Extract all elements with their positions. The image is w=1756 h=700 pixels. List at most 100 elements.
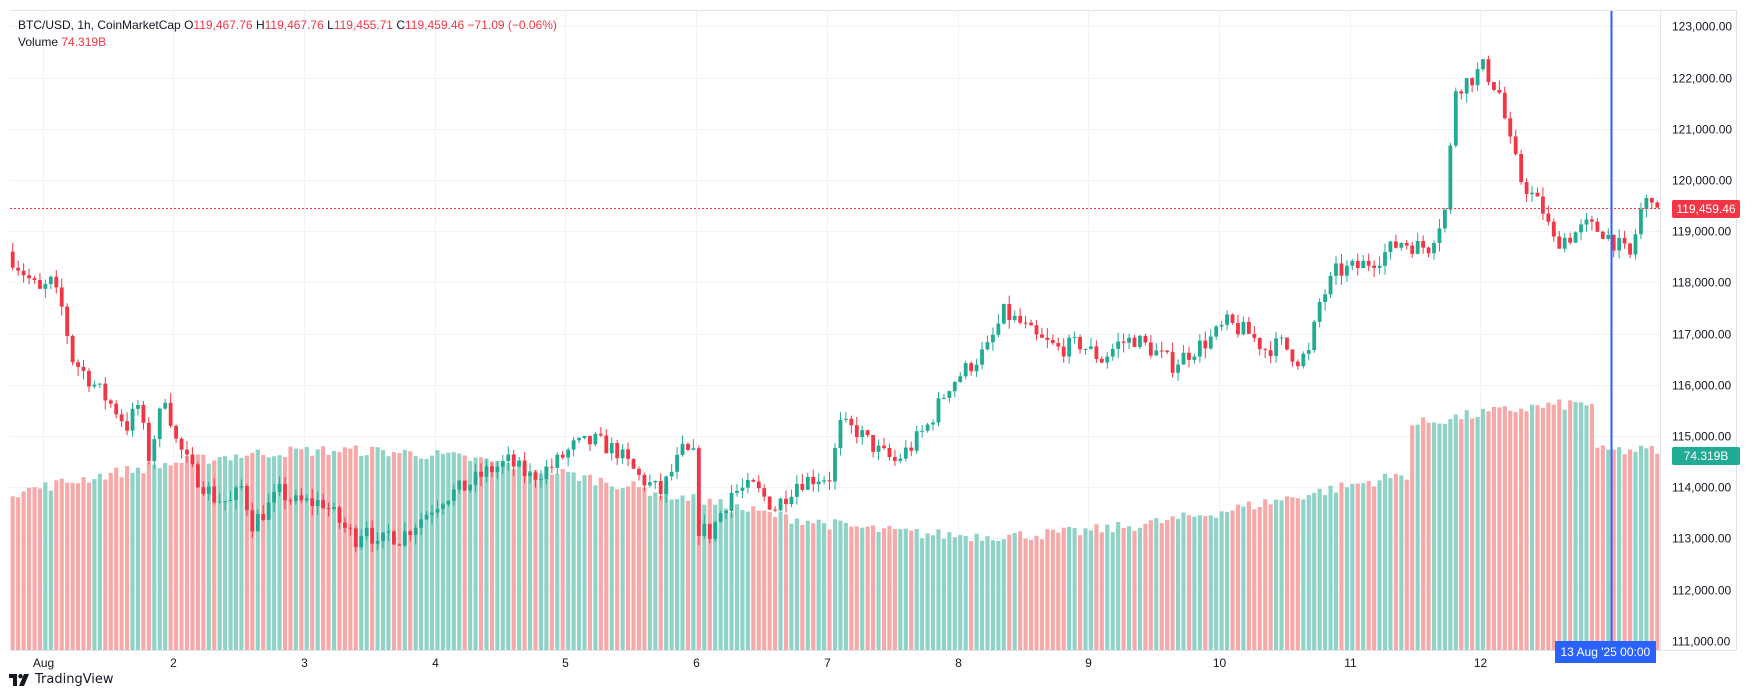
volume-bar [783,514,789,650]
volume-bar [1644,448,1649,650]
volume-bar [277,455,282,650]
candle-body [1600,231,1605,239]
volume-bar [1077,535,1083,650]
candle-body [348,527,353,529]
volume-bar [386,456,391,650]
candle-body [272,492,277,503]
volume-bar [1018,531,1023,650]
candle-body [1421,240,1426,248]
volume-bar [751,506,756,650]
volume-bar [1137,527,1143,650]
volume-bar [1110,532,1115,650]
volume-bar [827,529,832,650]
volume-bar [130,472,135,650]
candle-body [206,486,211,494]
price-tick-label: 121,000.00 [1672,123,1732,137]
candle-body [1383,252,1387,266]
candle-body [1415,240,1420,254]
volume-bar [293,448,298,650]
volume-bar [402,449,407,650]
candle-body [1551,221,1556,237]
volume-bar [642,487,647,650]
volume-bar [560,468,565,650]
candle-body [1328,275,1333,295]
candle-body [724,510,728,514]
candle-body [669,471,674,477]
volume-bar [533,469,538,650]
volume-bar [108,472,113,650]
volume-bar [1551,404,1556,650]
volume-bar [212,460,217,650]
candle-body [974,364,979,372]
volume-bar [424,458,429,650]
candle-body [1050,340,1055,344]
volume-bar [21,491,26,650]
candle-body [849,418,854,426]
candle-body [1268,350,1273,357]
volume-bar [97,473,102,650]
volume-bar [952,537,957,650]
volume-bar [310,455,315,650]
candle-body [903,447,908,459]
volume-bar [397,452,402,650]
candle-body [190,454,195,465]
candle-body [163,402,168,409]
volume-bar [1399,475,1404,650]
candle-body [48,276,53,285]
candle-body [539,479,543,481]
candle-body [255,513,260,532]
candle-body [1350,261,1355,266]
volume-bar [925,533,930,650]
candle-body [195,464,200,488]
volume-bar [1464,410,1469,650]
volume-label[interactable]: Volume [18,35,59,49]
candle-body [767,496,772,510]
candle-body [1492,82,1496,90]
candle-body [430,512,434,515]
candle-body [87,370,91,387]
candle-body [1366,260,1371,266]
volume-bar [1197,515,1202,650]
candle-body [168,402,173,426]
volume-bar [435,450,440,650]
candle-body [735,490,739,493]
price-axis[interactable]: 123,000.00 122,000.00 121,000.00 120,000.00… [1672,20,1732,649]
volume-bar [527,470,533,650]
volume-bar [244,455,249,650]
volume-bar [517,461,522,650]
candle-body [370,527,375,544]
price-tick-label: 117,000.00 [1672,328,1731,342]
candle-body [419,519,424,528]
volume-bar [10,496,15,650]
candle-body [1040,334,1044,338]
high-value: 119,467.76 [264,18,324,32]
candle-body [637,468,641,475]
volume-bar [1655,453,1660,650]
volume-bar [1246,501,1251,650]
candle-body [1437,228,1442,243]
volume-bar [457,453,462,650]
time-tick-label: 5 [562,656,569,670]
candle-body [1018,315,1023,323]
candle-body [1246,321,1251,334]
volume-bar [1056,532,1061,650]
candle-body [435,508,440,513]
candle-body [397,544,402,546]
volume-bar [1186,515,1192,650]
candle-body [1513,136,1518,154]
volume-histogram [10,399,1660,650]
time-axis[interactable]: Aug 2 3 4 5 6 7 8 9 10 11 12 [33,656,1488,670]
volume-bar [800,524,805,650]
volume-legend-row: Volume 74.319B [18,34,557,51]
candle-body [533,472,538,480]
volume-bar [702,504,707,650]
volume-bar [342,447,347,650]
volume-bar [593,485,598,650]
symbol-title[interactable]: BTC/USD, 1h, CoinMarketCap [18,18,181,32]
volume-bar [685,500,691,650]
candle-body [1138,335,1142,347]
candle-body [468,484,473,491]
tradingview-branding[interactable]: TradingView [9,672,114,687]
candle-body [1099,358,1104,363]
